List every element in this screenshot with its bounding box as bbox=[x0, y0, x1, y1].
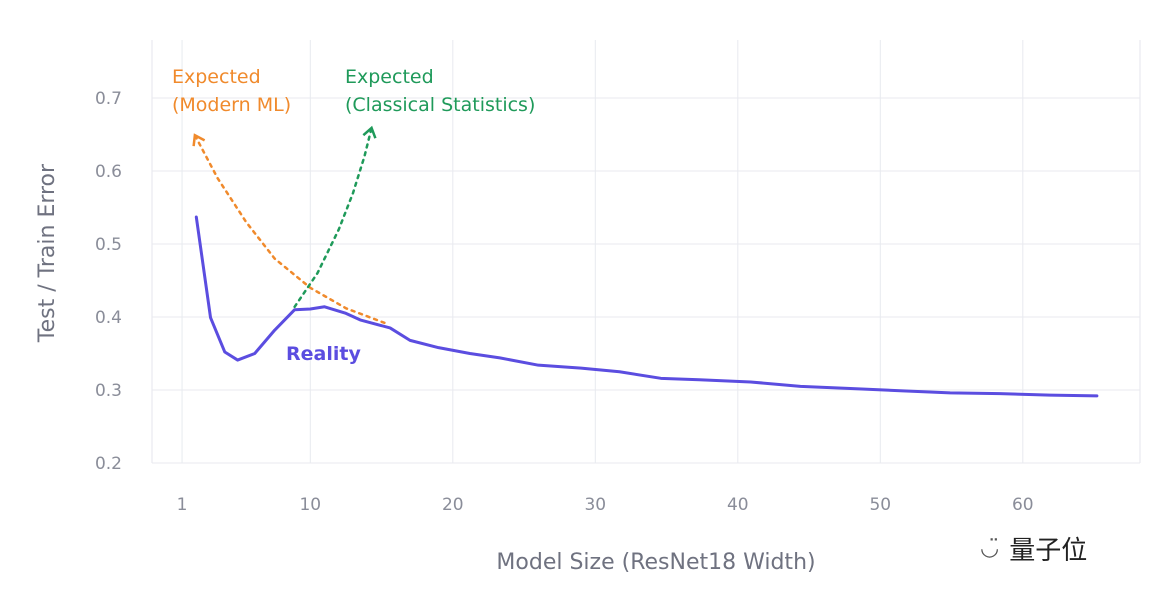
series-line-0 bbox=[194, 215, 1099, 398]
y-tick-label: 0.2 bbox=[95, 454, 122, 474]
x-tick-label: 50 bbox=[869, 495, 891, 515]
y-tick-label: 0.3 bbox=[95, 381, 122, 401]
annotation-modern-ml-line2: (Modern ML) bbox=[172, 94, 291, 116]
x-tick-label: 30 bbox=[584, 495, 606, 515]
series-line-1 bbox=[193, 133, 386, 325]
arrowhead-icon bbox=[192, 133, 206, 147]
x-axis-label: Model Size (ResNet18 Width) bbox=[496, 550, 815, 575]
annotation-classical-line2: (Classical Statistics) bbox=[345, 94, 535, 116]
series-lines bbox=[192, 125, 1099, 398]
grid bbox=[151, 40, 1141, 464]
y-tick-label: 0.7 bbox=[95, 89, 122, 109]
x-tick-label: 40 bbox=[727, 495, 749, 515]
y-tick-label: 0.5 bbox=[95, 235, 122, 255]
y-tick-label: 0.4 bbox=[95, 308, 122, 328]
y-tick-label: 0.6 bbox=[95, 162, 122, 182]
annotation-classical-line1: Expected bbox=[345, 66, 434, 88]
series-line-2 bbox=[293, 126, 373, 309]
x-tick-label: 60 bbox=[1012, 495, 1034, 515]
watermark: ◡̈ 量子位 bbox=[980, 530, 1087, 567]
y-axis-label: Test / Train Error bbox=[35, 163, 60, 343]
x-tick-label: 1 bbox=[177, 495, 188, 515]
x-tick-label: 20 bbox=[442, 495, 464, 515]
watermark-text: 量子位 bbox=[1009, 536, 1088, 566]
tick-labels: 1 10 20 30 40 50 60 0.2 0.3 0.4 0.5 0.6 0.7 bbox=[95, 89, 1034, 515]
annotation-reality: Reality bbox=[286, 343, 361, 365]
annotation-modern-ml-line1: Expected bbox=[172, 66, 261, 88]
watermark-logo-icon: ◡̈ bbox=[980, 536, 1000, 561]
arrowhead-icon bbox=[362, 125, 377, 139]
x-tick-label: 10 bbox=[299, 495, 321, 515]
